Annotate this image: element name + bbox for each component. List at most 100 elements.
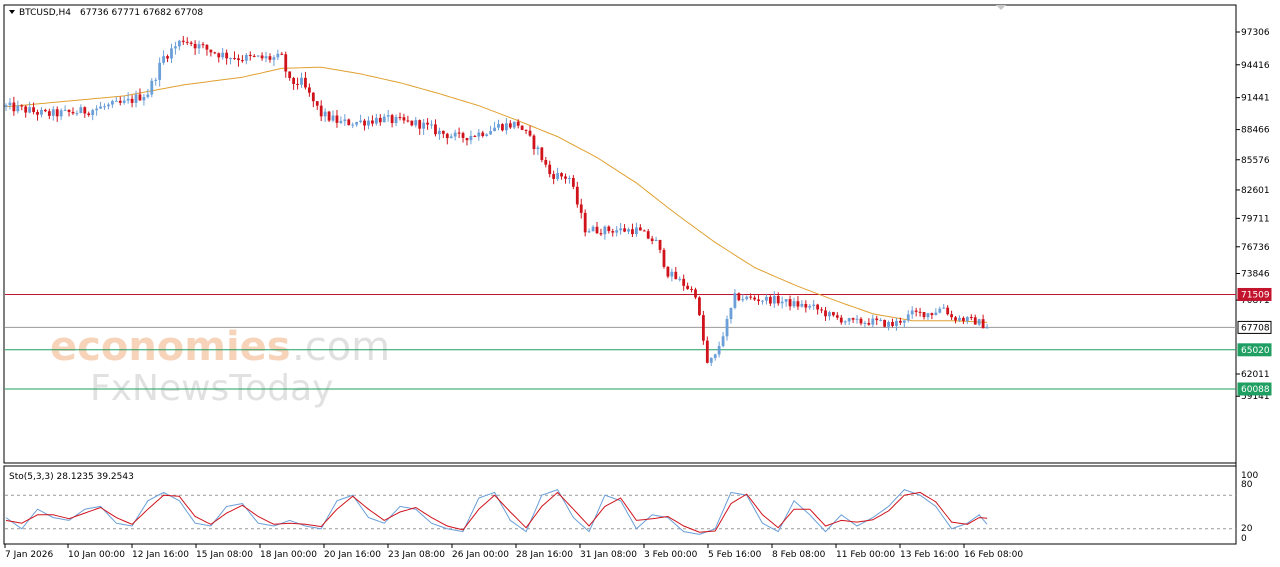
candle-body: [8, 102, 12, 106]
stoch-level-label: 0: [1241, 534, 1247, 544]
candle-body: [891, 322, 894, 326]
candle-body: [469, 135, 473, 141]
candle-body: [103, 106, 106, 108]
candle-body: [99, 106, 102, 109]
time-tick-label: 20 Jan 16:00: [324, 550, 381, 560]
candle-body: [311, 92, 315, 102]
candle-body: [776, 295, 780, 304]
price-tick-label: 88466: [1241, 126, 1270, 136]
candle-body: [792, 301, 796, 307]
candle-body: [583, 212, 587, 233]
price-tag-label: 65020: [1241, 346, 1270, 356]
candle-body: [280, 53, 284, 55]
candle-body: [201, 44, 205, 46]
candle-body: [162, 56, 165, 63]
candle-body: [788, 299, 792, 307]
candle-body: [843, 321, 847, 323]
candle-body: [485, 134, 489, 136]
candle-body: [386, 115, 390, 117]
chart-ohlc: 67736 67771 67682 67708: [80, 8, 203, 18]
time-tick-label: 3 Feb 00:00: [644, 550, 698, 560]
candle-body: [461, 133, 465, 138]
candle-body: [422, 122, 426, 129]
candle-body: [981, 319, 985, 329]
candle-body: [863, 322, 867, 324]
candle-body: [24, 106, 28, 113]
candle-body: [705, 340, 709, 363]
candle-body: [950, 314, 953, 318]
candle-body: [205, 44, 209, 50]
candle-body: [244, 54, 248, 61]
candle-body: [272, 57, 276, 60]
candle-body: [166, 56, 169, 59]
candle-body: [914, 310, 918, 312]
time-tick-label: 7 Jan 2026: [5, 550, 53, 560]
stoch-level-label: 20: [1241, 524, 1253, 534]
time-tick-label: 16 Feb 08:00: [964, 550, 1023, 560]
watermark-brand-a: economies: [50, 324, 291, 370]
dropdown-triangle-icon[interactable]: [9, 10, 15, 14]
candle-body: [91, 110, 95, 115]
candle-body: [855, 318, 859, 320]
candle-body: [540, 147, 544, 160]
candle-body: [729, 307, 733, 319]
time-tick-label: 26 Jan 00:00: [452, 550, 509, 560]
candle-body: [635, 227, 638, 235]
candle-body: [867, 322, 871, 325]
candle-body: [95, 108, 99, 111]
candle-body: [879, 319, 883, 321]
candle-body: [603, 226, 607, 235]
candle-body: [260, 55, 264, 59]
candle-body: [221, 52, 225, 58]
candle-body: [296, 83, 299, 85]
scroll-marker-icon[interactable]: [996, 5, 1006, 10]
ma-line: [5, 66, 988, 323]
candle-body: [418, 120, 422, 129]
price-tag-resistance: [1237, 287, 1272, 301]
candle-body: [650, 238, 654, 242]
candle-body: [67, 109, 71, 112]
candle-body: [587, 231, 591, 233]
stoch-level-label: 100: [1241, 471, 1258, 481]
candle-body: [28, 107, 32, 113]
candle-body: [315, 101, 319, 106]
candle-body: [371, 120, 374, 124]
price-tag-support2: [1237, 382, 1272, 396]
candle-body: [233, 58, 236, 60]
candle-body: [410, 120, 414, 126]
indicator-axis: 100 80 20 0: [1241, 471, 1258, 544]
chart-header[interactable]: BTCUSD,H4 67736 67771 67682 67708: [9, 8, 203, 18]
candle-body: [642, 230, 646, 232]
candle-body: [926, 313, 930, 318]
candle-body: [497, 124, 500, 128]
stoch-d-line: [5, 491, 988, 533]
candle-body: [426, 122, 429, 125]
candle-body: [654, 239, 658, 242]
candle-body: [595, 226, 599, 234]
candle-body: [536, 147, 540, 150]
candle-body: [47, 111, 51, 116]
candle-body: [508, 123, 512, 128]
time-tick-label: 15 Jan 08:00: [196, 550, 253, 560]
price-tags: 71509 67708 65020 60088: [1237, 287, 1272, 396]
candle-body: [910, 310, 914, 315]
candle-body: [406, 120, 410, 122]
indicator-label: Sto(5,3,3) 28.1235 39.2543: [9, 472, 134, 482]
time-tick-label: 31 Jan 08:00: [580, 550, 637, 560]
candle-body: [898, 320, 902, 323]
candle-body: [237, 58, 240, 61]
candle-body: [796, 301, 800, 307]
candle-body: [154, 79, 158, 81]
price-tick-label: 97306: [1241, 28, 1270, 38]
candle-body: [343, 119, 347, 121]
candle-body: [686, 285, 690, 289]
candle-body: [158, 62, 162, 80]
candle-body: [40, 109, 43, 115]
candle-body: [560, 173, 563, 177]
candle-body: [174, 46, 177, 49]
price-tag-label: 67708: [1241, 323, 1270, 333]
candle-body: [674, 271, 678, 280]
candle-body: [784, 299, 788, 302]
candle-body: [453, 132, 457, 137]
